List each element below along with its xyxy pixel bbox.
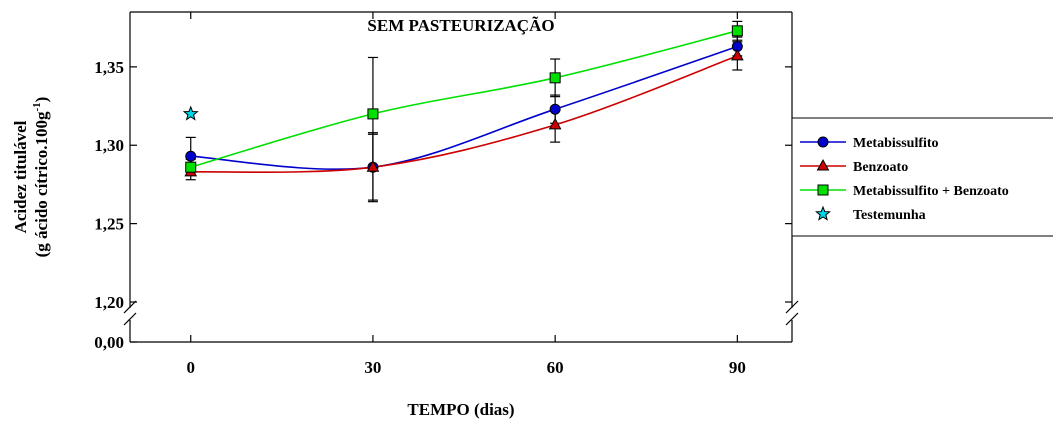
legend-label: Metabissulfito + Benzoato [853,184,1009,199]
legend-box [791,117,1053,237]
data-point-3 [182,105,199,121]
data-point-1 [548,117,562,130]
legend-label: Testemunha [853,208,926,223]
y-tick-label: 0,00 [94,333,124,352]
series-line-0 [190,45,738,171]
plot-frame [123,11,799,343]
y-tick-label: 1,25 [94,215,124,234]
y-axis-label-line2: (g ácido cítrico.100g-1) [31,97,51,258]
chart-title: SEM PASTEURIZAÇÃO [367,16,554,35]
y-tick-label: 1,30 [94,136,124,155]
legend-marker [817,184,829,196]
y-axis-label-line2-sup: -1 [31,102,43,111]
data-point-1 [366,160,380,172]
data-point-1 [730,48,744,61]
axis-break-right-2 [785,312,799,326]
series-layer [182,20,744,203]
legend-marker [816,158,830,171]
legend-label: Benzoato [853,160,908,175]
data-point-2 [549,72,561,84]
legend: Metabissulfito Benzoato Metabissulfito + B… [791,117,1053,237]
data-point-2 [367,108,379,120]
series-line-2 [190,30,738,168]
legend-items: Metabissulfito Benzoato Metabissulfito + B… [800,136,1009,223]
legend-marker [817,136,829,148]
axis-break-left-2 [123,312,137,326]
x-axis: 0 30 60 90 [186,12,746,377]
axis-break-right-1 [785,300,799,314]
series-line-1 [190,55,738,173]
y-axis: 1,20 1,25 1,30 1,35 0,00 [94,58,792,352]
axis-break-left-1 [123,300,137,314]
legend-marker [815,205,831,221]
x-tick-label: 90 [729,358,746,377]
data-point-2 [185,161,197,173]
y-axis-label-line2-suffix: ) [32,97,51,103]
y-tick-label: 1,35 [94,58,124,77]
y-tick-label: 1,20 [94,293,124,312]
y-axis-label-line2-prefix: (g ácido cítrico.100g [32,111,51,257]
x-tick-label: 0 [186,358,195,377]
y-axis-label: Acidez titulável (g ácido cítrico.100g-1… [11,97,51,258]
x-axis-label: TEMPO (dias) [407,400,514,419]
data-point-0 [185,150,197,162]
legend-label: Metabissulfito [853,136,939,151]
y-axis-label-line1: Acidez titulável [11,120,30,233]
x-tick-label: 30 [364,358,381,377]
data-point-2 [731,25,743,37]
data-point-0 [549,103,561,115]
x-tick-label: 60 [547,358,564,377]
